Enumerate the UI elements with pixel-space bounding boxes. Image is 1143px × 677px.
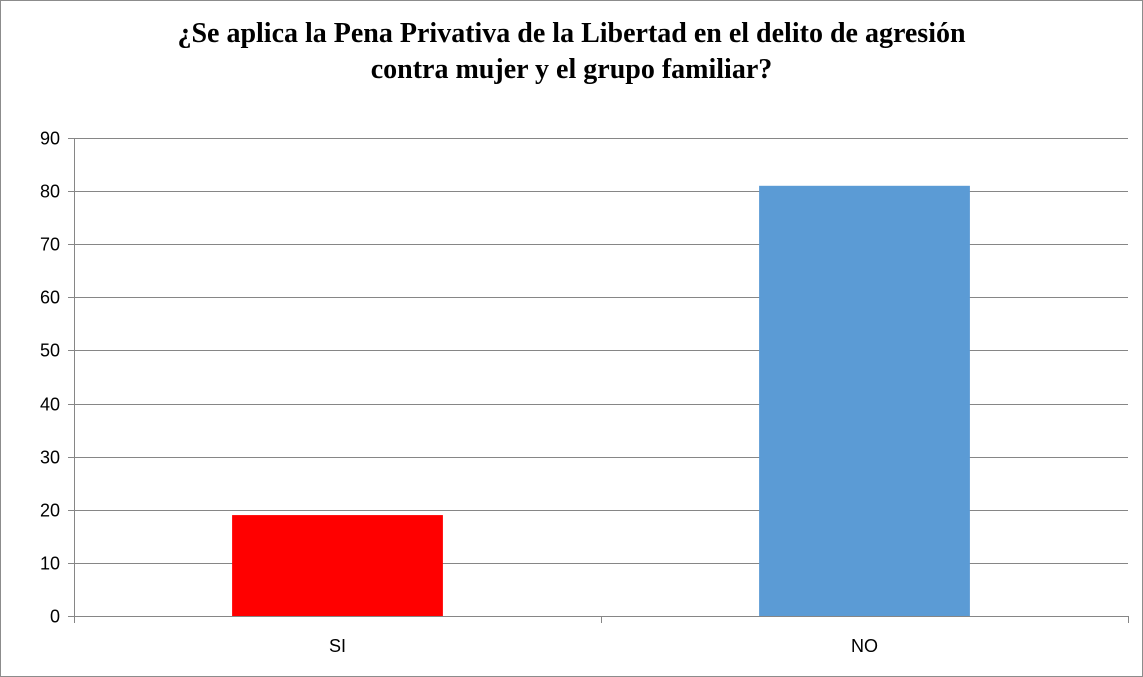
- chart-title: ¿Se aplica la Pena Privativa de la Liber…: [0, 16, 1143, 88]
- y-tick-label: 50: [40, 341, 60, 361]
- x-tick-label-si: SI: [329, 636, 346, 656]
- bar-no: [759, 185, 970, 617]
- y-tick-label: 90: [40, 129, 60, 149]
- chart-title-line-1: ¿Se aplica la Pena Privativa de la Liber…: [177, 18, 966, 49]
- y-tick-label: 40: [40, 395, 60, 415]
- y-tick-label: 70: [40, 235, 60, 255]
- y-tick-label: 60: [40, 288, 60, 308]
- x-tick-label-no: NO: [851, 636, 878, 656]
- y-tick-label: 80: [40, 182, 60, 202]
- y-tick-label: 30: [40, 448, 60, 468]
- y-tick-label: 10: [40, 554, 60, 574]
- y-tick-label: 20: [40, 501, 60, 521]
- chart-title-line-2: contra mujer y el grupo familiar?: [370, 54, 773, 85]
- y-tick-label: 0: [50, 607, 60, 627]
- bar-si: [232, 515, 443, 616]
